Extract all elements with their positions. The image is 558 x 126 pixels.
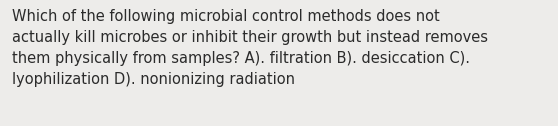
Text: Which of the following microbial control methods does not
actually kill microbes: Which of the following microbial control… (12, 9, 488, 87)
